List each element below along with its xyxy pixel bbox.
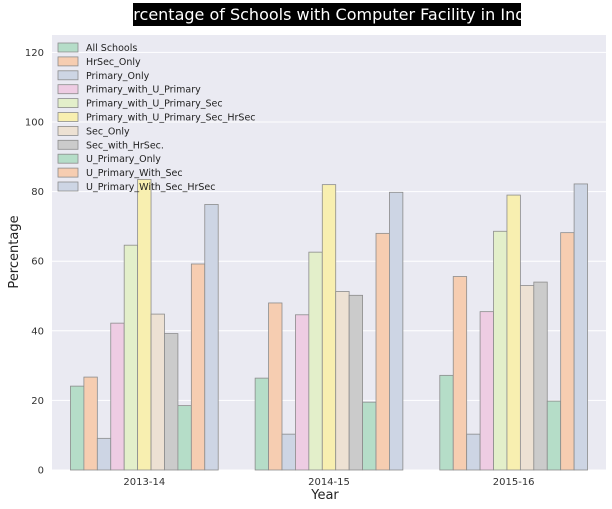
- chart-title: Percentage of Schools with Computer Faci…: [114, 5, 539, 24]
- legend-swatch: [57, 153, 79, 164]
- bar: [452, 276, 468, 471]
- legend-label: Primary_with_U_Primary: [86, 85, 201, 96]
- legend-swatch: [57, 181, 79, 192]
- bar: [533, 281, 548, 471]
- bar: [254, 377, 269, 471]
- legend-label: U_Primary_Only: [86, 154, 161, 165]
- bar: [335, 291, 350, 471]
- bar: [362, 401, 377, 471]
- bar: [177, 405, 192, 471]
- bar: [466, 433, 481, 471]
- y-tick-label: 120: [25, 48, 44, 59]
- legend-swatch: [57, 167, 79, 178]
- legend-label: U_Primary_With_Sec_HrSec: [86, 182, 215, 193]
- bar: [110, 322, 125, 471]
- legend-label: Primary_with_U_Primary_Sec: [86, 99, 223, 110]
- legend-swatch: [57, 84, 79, 95]
- legend-swatch: [57, 126, 79, 136]
- bar: [479, 311, 494, 471]
- x-axis-label: Year: [310, 488, 339, 503]
- y-axis-label: Percentage: [7, 215, 22, 288]
- bar: [573, 183, 588, 471]
- x-tick-label: 2015-16: [493, 477, 535, 488]
- legend-swatch: [57, 139, 79, 150]
- bar: [295, 314, 310, 471]
- bar: [204, 204, 219, 471]
- legend-swatch: [57, 42, 79, 53]
- y-tick-label: 100: [25, 118, 44, 129]
- bar: [308, 251, 323, 471]
- y-tick-labels: 0 20 40 60 80 100 120: [25, 48, 44, 477]
- legend-label: Primary_Only: [86, 71, 150, 82]
- bars: [70, 179, 588, 471]
- legend: All Schools HrSec_Only Primary_Only Primary…: [57, 42, 256, 193]
- bar: [389, 191, 404, 471]
- bar: [123, 244, 139, 471]
- y-tick-label: 60: [31, 257, 44, 268]
- legend-label: Sec_Only: [86, 126, 130, 137]
- bar: [150, 313, 165, 471]
- bar: [321, 184, 337, 471]
- bar: [506, 194, 521, 471]
- bar: [164, 333, 179, 471]
- legend-label: Sec_with_HrSec.: [86, 140, 164, 151]
- bar: [137, 179, 152, 471]
- bar: [83, 376, 98, 471]
- bar: [96, 437, 112, 471]
- bar: [560, 232, 575, 471]
- y-tick-label: 0: [38, 466, 44, 477]
- bar: [493, 230, 508, 471]
- bar: [190, 263, 206, 471]
- legend-swatch: [57, 112, 79, 122]
- y-tick-label: 20: [31, 396, 44, 407]
- legend-label: HrSec_Only: [86, 57, 141, 68]
- y-tick-label: 80: [31, 187, 44, 198]
- legend-swatch: [57, 70, 79, 81]
- bar: [281, 433, 296, 471]
- x-tick-label: 2014-15: [308, 477, 350, 488]
- legend-label: Primary_with_U_Primary_Sec_HrSec: [86, 113, 256, 124]
- bar: [519, 285, 535, 471]
- bar: [439, 374, 454, 471]
- legend-label: U_Primary_With_Sec: [86, 168, 183, 179]
- bar: [268, 302, 283, 471]
- title-background: [133, 3, 521, 26]
- legend-swatch: [57, 56, 79, 67]
- bar: [546, 400, 562, 471]
- legend-swatch: [57, 98, 79, 108]
- y-tick-label: 40: [31, 326, 44, 337]
- legend-label: All Schools: [86, 43, 137, 54]
- bar: [348, 294, 363, 471]
- x-tick-label: 2013-14: [123, 477, 165, 488]
- bar: [375, 232, 390, 471]
- bar: [70, 385, 85, 471]
- x-tick-labels: 2013-14 2014-15 2015-16: [123, 477, 534, 488]
